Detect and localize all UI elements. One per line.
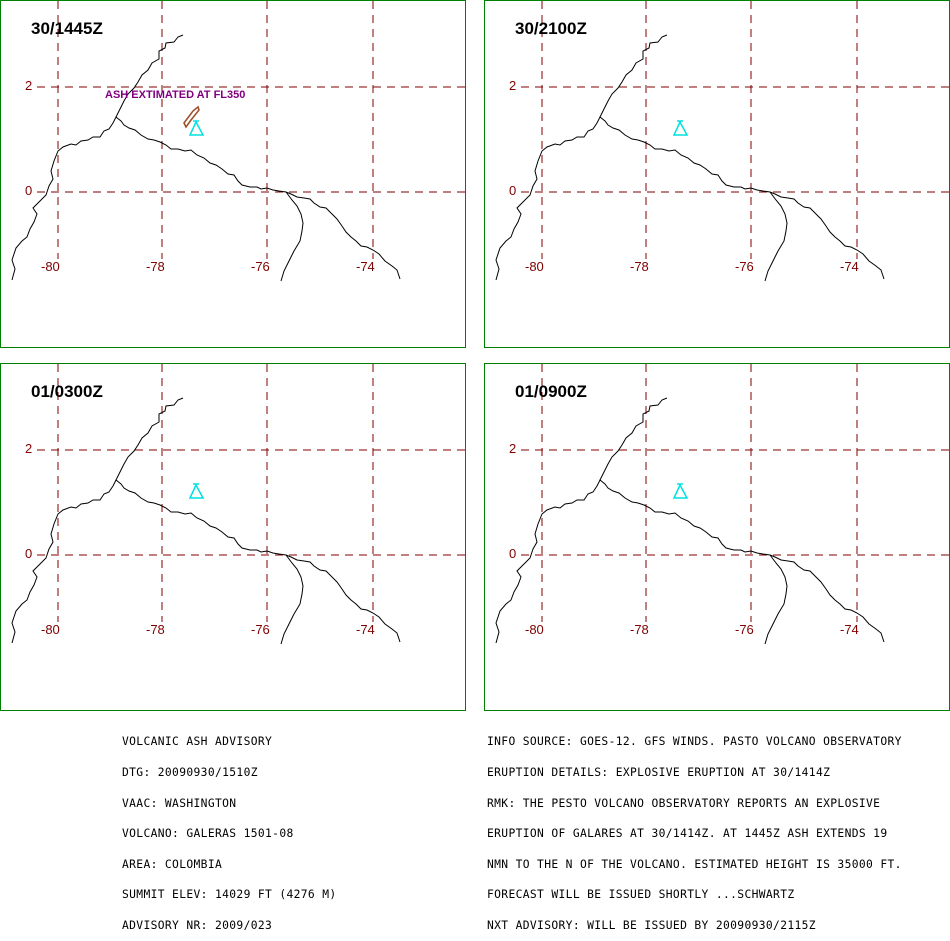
advisory-line: ERUPTION OF GALARES AT 30/1414Z. AT 1445… [487,827,888,841]
coastline [280,554,304,645]
x-tick-label: -76 [251,622,270,637]
y-tick-label: 0 [509,546,517,561]
coastline [764,554,788,645]
advisory-line: RMK: THE PESTO VOLCANO OBSERVATORY REPOR… [487,796,881,810]
y-tick-label: 2 [25,441,33,456]
x-tick-label: -78 [146,259,165,274]
advisory-header-text: VOLCANIC ASH ADVISORY DTG: 20090930/1510… [122,717,337,941]
panel-time-title: 30/2100Z [515,19,587,38]
advisory-line: SUMMIT ELEV: 14029 FT (4276 M) [122,888,337,902]
x-tick-label: -80 [525,259,544,274]
ash-cloud-label: ASH EXTIMATED AT FL350 [105,89,246,101]
advisory-line: INFO SOURCE: GOES-12. GFS WINDS. PASTO V… [487,735,902,749]
advisory-line: NXT ADVISORY: WILL BE ISSUED BY 20090930… [487,918,816,932]
advisory-line: DTG: 20090930/1510Z [122,766,258,779]
coastline [495,479,885,644]
volcano-triangle-icon [188,483,205,499]
map-panel-2: 30/2100Z 2 0 -80 -78 -76 -74 [484,0,950,348]
y-tick-label: 2 [25,78,33,93]
x-tick-label: -74 [840,259,859,274]
map-canvas [11,1,465,282]
coastline [599,397,668,481]
y-tick-label: 2 [509,441,517,456]
advisory-line: ADVISORY NR: 2009/023 [122,918,273,932]
coastline [11,116,401,281]
coastline [764,191,788,282]
coastline [280,191,304,282]
panel-time-title: 30/1445Z [31,19,103,38]
y-tick-label: 0 [25,183,33,198]
x-tick-label: -74 [840,622,859,637]
ash-cloud-polygon [183,105,200,129]
x-tick-label: -76 [735,259,754,274]
map-panel-4: 01/0900Z 2 0 -80 -78 -76 -74 [484,363,950,711]
map-panel-3: 01/0300Z 2 0 -80 -78 -76 -74 [0,363,466,711]
x-tick-label: -76 [735,622,754,637]
x-tick-label: -80 [41,259,60,274]
map-canvas [11,364,465,645]
advisory-line: VOLCANO: GALERAS 1501-08 [122,827,294,841]
map-panel-1: 30/1445Z 2 0 -80 -78 -76 -74 ASH EXTIMAT… [0,0,466,348]
coastline [115,397,184,481]
coastline [495,116,885,281]
advisory-line: VAAC: WASHINGTON [122,796,237,810]
x-tick-label: -78 [630,622,649,637]
volcano-triangle-icon [188,120,205,136]
advisory-details-text: INFO SOURCE: GOES-12. GFS WINDS. PASTO V… [487,717,902,941]
x-tick-label: -78 [630,259,649,274]
map-canvas [495,364,949,645]
advisory-line: ERUPTION DETAILS: EXPLOSIVE ERUPTION AT … [487,766,831,779]
x-tick-label: -78 [146,622,165,637]
x-tick-label: -80 [41,622,60,637]
volcano-triangle-icon [672,483,689,499]
x-tick-label: -74 [356,622,375,637]
map-canvas [495,1,949,282]
advisory-line: FORECAST WILL BE ISSUED SHORTLY ...SCHWA… [487,888,795,902]
y-tick-label: 0 [25,546,33,561]
y-tick-label: 2 [509,78,517,93]
coastline [115,34,184,118]
panel-time-title: 01/0300Z [31,382,103,401]
volcano-triangle-icon [672,120,689,136]
advisory-line: NMN TO THE N OF THE VOLCANO. ESTIMATED H… [487,857,902,871]
x-tick-label: -80 [525,622,544,637]
advisory-line: AREA: COLOMBIA [122,857,223,871]
coastline [11,479,401,644]
panel-time-title: 01/0900Z [515,382,587,401]
coastline [599,34,668,118]
x-tick-label: -74 [356,259,375,274]
y-tick-label: 0 [509,183,517,198]
advisory-line: VOLCANIC ASH ADVISORY [122,735,273,749]
x-tick-label: -76 [251,259,270,274]
